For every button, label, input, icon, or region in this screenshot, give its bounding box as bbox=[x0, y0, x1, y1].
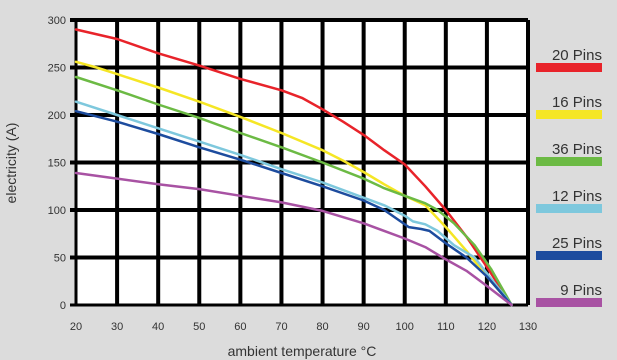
x-tick-label: 70 bbox=[275, 321, 287, 333]
series-line-25-pins bbox=[74, 109, 513, 307]
series-line-20-pins bbox=[74, 28, 513, 307]
y-tick-label: 300 bbox=[48, 15, 66, 27]
y-tick-label: 250 bbox=[48, 63, 66, 75]
legend-swatch bbox=[536, 251, 602, 260]
y-tick-label: 100 bbox=[48, 205, 66, 217]
legend-swatch bbox=[536, 298, 602, 307]
legend: 20 Pins 16 Pins 36 Pins 12 Pins 25 Pins 9 Pin… bbox=[536, 47, 602, 307]
legend-label: 16 Pins bbox=[552, 94, 602, 111]
x-tick-label: 80 bbox=[316, 321, 328, 333]
series-lines bbox=[74, 28, 513, 307]
legend-label: 12 Pins bbox=[552, 188, 602, 205]
y-tick-label: 50 bbox=[54, 253, 66, 265]
legend-swatch bbox=[536, 204, 602, 213]
x-tick-label: 120 bbox=[478, 321, 496, 333]
x-tick-label: 50 bbox=[193, 321, 205, 333]
x-tick-label: 40 bbox=[152, 321, 164, 333]
x-tick-label: 100 bbox=[396, 321, 414, 333]
legend-label: 36 Pins bbox=[552, 141, 602, 158]
y-tick-label: 150 bbox=[48, 158, 66, 170]
legend-swatch bbox=[536, 63, 602, 72]
y-tick-label: 200 bbox=[48, 110, 66, 122]
y-tick-label: 0 bbox=[60, 300, 66, 312]
legend-swatch bbox=[536, 157, 602, 166]
x-tick-label: 130 bbox=[519, 321, 537, 333]
x-tick-label: 20 bbox=[70, 321, 82, 333]
series-line-12-pins bbox=[74, 100, 513, 307]
grid bbox=[70, 18, 530, 307]
x-axis-label: ambient temperature °C bbox=[228, 343, 377, 359]
x-tick-label: 110 bbox=[437, 321, 455, 333]
x-tick-label: 60 bbox=[234, 321, 246, 333]
legend-label: 25 Pins bbox=[552, 235, 602, 252]
legend-label: 20 Pins bbox=[552, 47, 602, 64]
series-line-9-pins bbox=[74, 171, 513, 307]
tick-labels: 20 30 40 50 60 70 80 90 100 110 120 130 0 50 100 150 200… bbox=[48, 15, 538, 333]
x-tick-label: 30 bbox=[111, 321, 123, 333]
series-line-36-pins bbox=[74, 75, 513, 307]
x-tick-label: 90 bbox=[358, 321, 370, 333]
series-line-16-pins bbox=[74, 60, 513, 307]
legend-swatch bbox=[536, 110, 602, 119]
y-axis-label: electricity (A) bbox=[3, 123, 19, 204]
legend-label: 9 Pins bbox=[560, 282, 602, 299]
